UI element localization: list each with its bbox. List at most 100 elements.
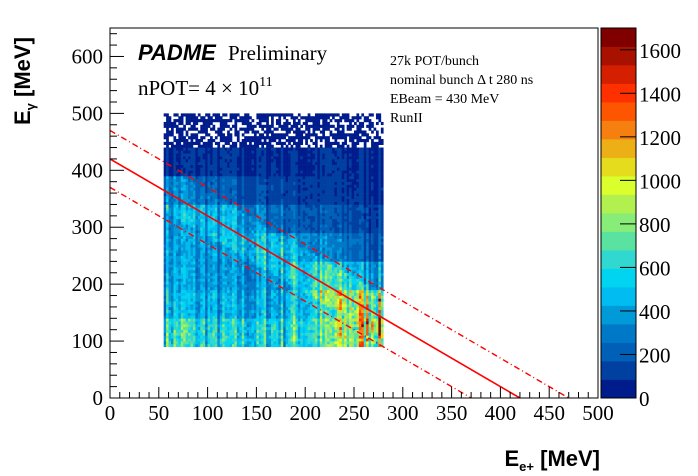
heatmap-cell [273,204,277,208]
heatmap-cell [200,338,204,342]
heatmap-cell [317,164,321,168]
heatmap-cell [297,221,301,225]
heatmap-cell [168,312,172,316]
heatmap-cell [307,306,311,311]
heatmap-cell [314,284,318,288]
heatmap-cell [183,247,186,251]
heatmap-cell [283,193,286,197]
heatmap-cell [190,156,194,160]
heatmap-cell [171,141,174,145]
heatmap-cell [180,287,184,291]
heatmap-cell [256,232,260,237]
heatmap-cell [249,332,252,336]
heatmap-cell [280,173,284,177]
heatmap-cell [310,278,313,282]
heatmap-cell [178,255,182,259]
heatmap-cell [217,187,221,191]
heatmap-cell [310,255,313,259]
heatmap-cell [200,272,204,276]
heatmap-cell [214,113,218,117]
heatmap-cell [210,275,213,279]
heatmap-cell [271,326,274,330]
heatmap-cell [302,167,306,171]
heatmap-cell [173,321,177,325]
heatmap-cell [300,318,304,322]
heatmap-cell [180,238,184,242]
heatmap-cell [202,150,206,154]
heatmap-cell [227,207,230,211]
heatmap-cell [288,195,291,200]
heatmap-cell [171,321,174,325]
heatmap-cell [190,153,194,157]
heatmap-cell [278,224,282,228]
heatmap-cell [217,198,221,202]
heatmap-cell [283,338,286,342]
heatmap-cell [288,164,291,168]
heatmap-cell [222,267,225,271]
heatmap-cell [244,298,247,302]
heatmap-cell [312,287,316,291]
heatmap-cell [244,218,247,222]
heatmap-cell [275,150,279,154]
heatmap-cell [202,332,206,336]
heatmap-cell [197,156,201,160]
heatmap-cell [317,235,321,239]
heatmap-cell [236,269,240,274]
heatmap-cell [173,173,177,177]
heatmap-cell [253,150,257,154]
heatmap-cell [227,167,230,171]
heatmap-cell [163,244,167,248]
heatmap-cell [217,287,221,291]
heatmap-cell [268,255,272,259]
heatmap-cell [197,278,201,282]
heatmap-cell [263,304,267,308]
heatmap-cell [178,332,182,336]
heatmap-cell [261,278,265,282]
heatmap-cell [197,272,201,276]
heatmap-cell [297,218,301,222]
heatmap-cell [212,227,216,231]
heatmap-cell [253,201,257,205]
heatmap-cell [227,230,230,234]
heatmap-cell [234,187,238,191]
heatmap-cell [273,156,277,160]
heatmap-cell [293,232,296,237]
heatmap-cell [293,198,296,202]
heatmap-cell [273,193,277,197]
heatmap-cell [239,198,243,202]
heatmap-cell [263,343,267,348]
heatmap-cell [163,267,167,271]
heatmap-cell [314,161,318,165]
heatmap-cell [171,287,174,291]
heatmap-cell [229,218,233,222]
heatmap-cell [290,287,294,291]
heatmap-cell [195,167,199,171]
heatmap-cell [256,161,260,165]
heatmap-cell [307,215,311,219]
heatmap-cell [295,153,299,157]
heatmap-cell [192,170,196,174]
heatmap-cell [202,173,206,177]
heatmap-cell [183,292,186,296]
heatmap-cell [263,181,267,185]
heatmap-cell [246,176,250,180]
heatmap-cell [253,230,257,234]
heatmap-cell [256,235,260,239]
heatmap-cell [251,119,255,123]
heatmap-cell [300,156,304,160]
heatmap-cell [192,193,196,197]
heatmap-cell [300,315,304,319]
heatmap-cell [171,173,174,177]
heatmap-cell [227,250,230,254]
heatmap-cell [312,241,316,245]
heatmap-cell [314,289,318,293]
heatmap-cell [202,289,206,293]
heatmap-cell [236,210,240,214]
heatmap-cell [192,269,196,274]
heatmap-cell [210,213,213,217]
heatmap-cell [197,153,201,157]
heatmap-cell [251,136,255,140]
heatmap-cell [244,224,247,228]
heatmap-cell [217,289,221,293]
heatmap-cell [236,318,240,322]
